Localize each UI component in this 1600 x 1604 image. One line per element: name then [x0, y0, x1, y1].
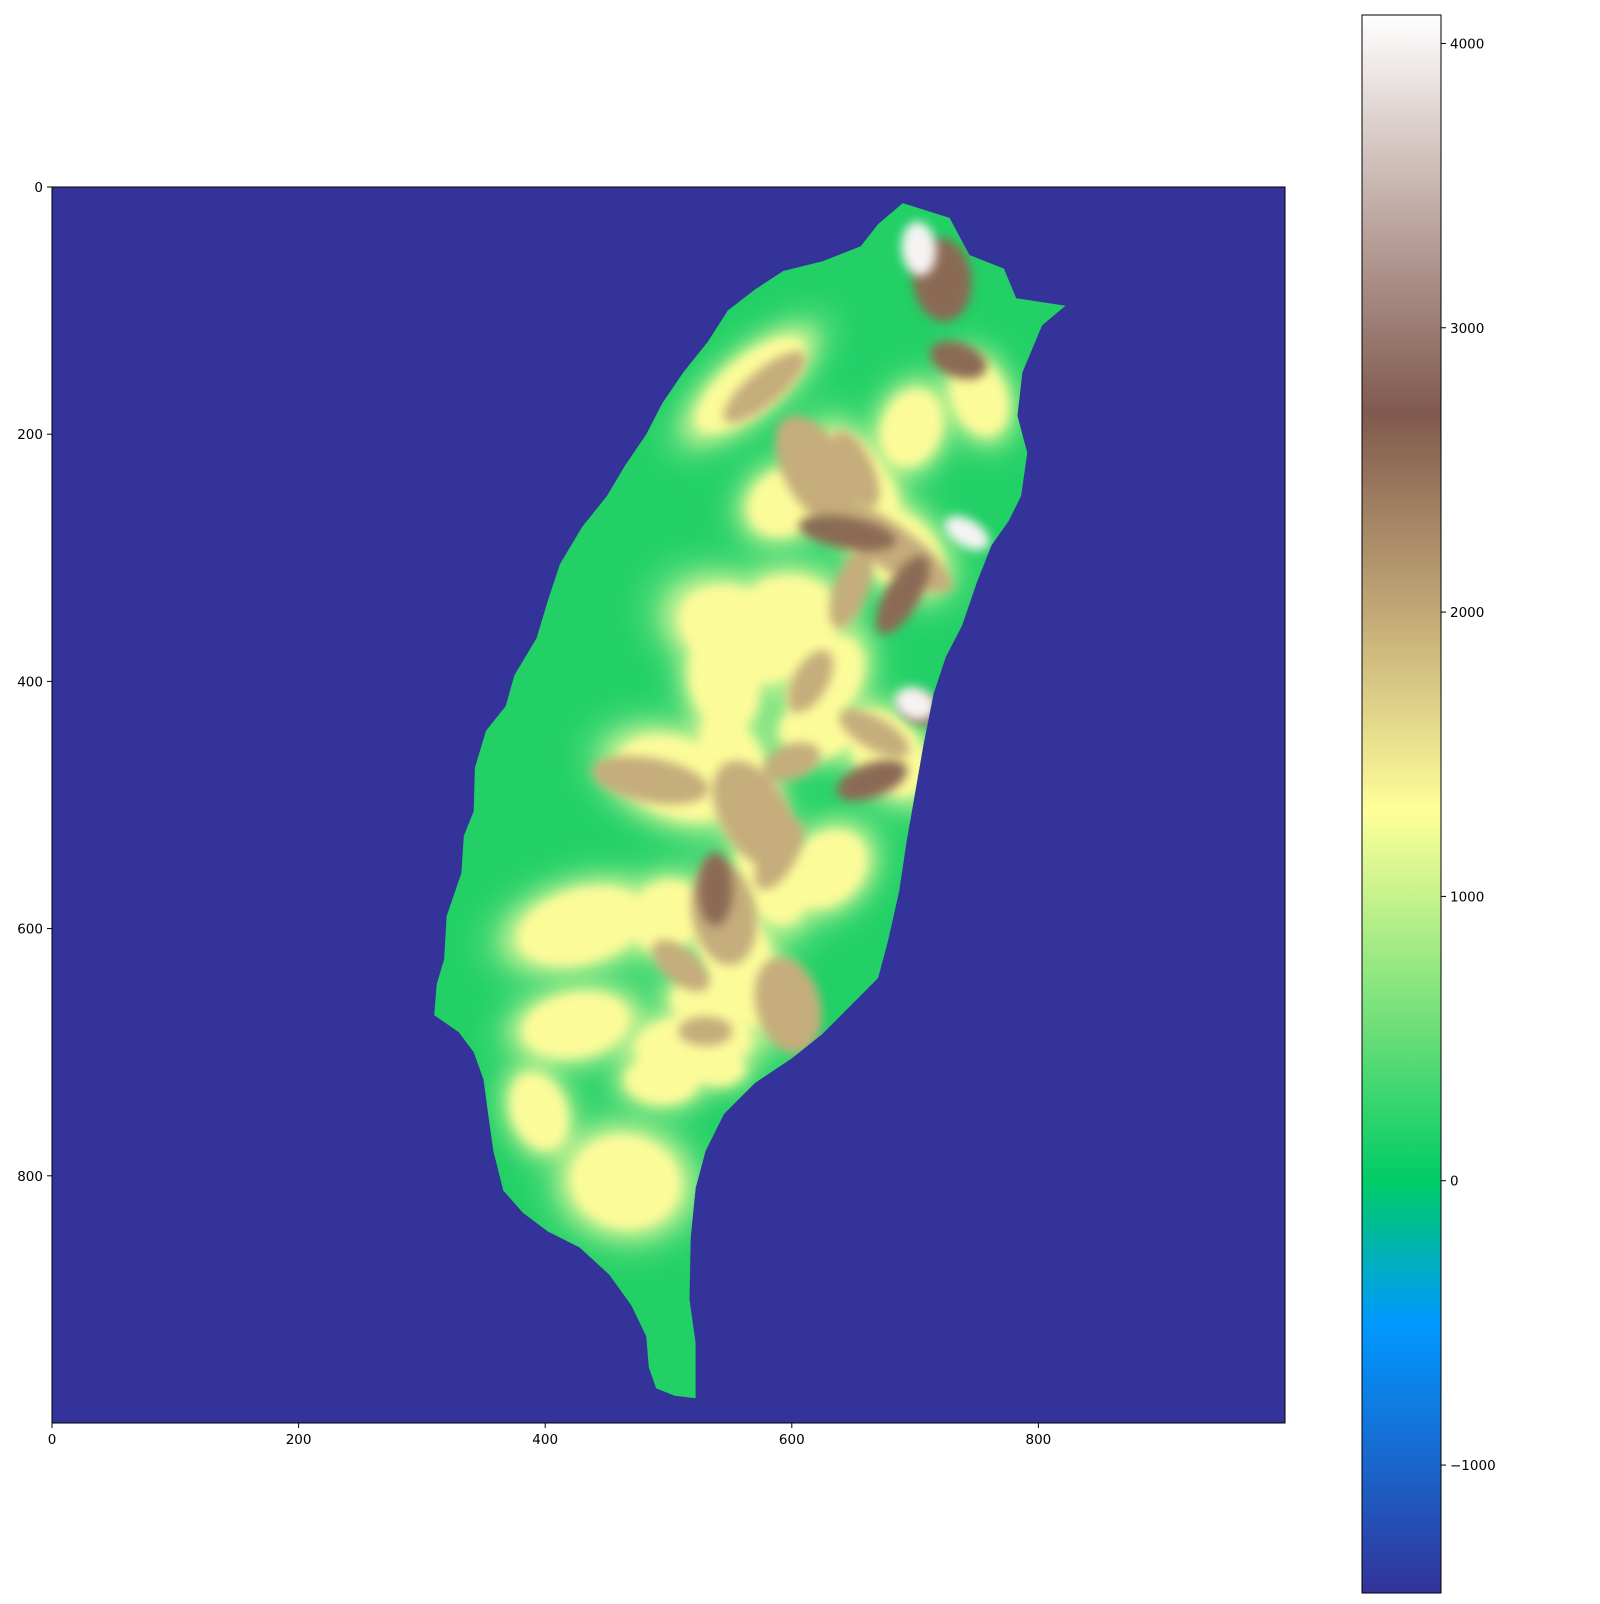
x-tick-label: 600	[779, 1432, 805, 1448]
colorbar-gradient	[1361, 14, 1442, 1594]
x-tick-label: 400	[532, 1432, 558, 1448]
x-tick-label: 200	[286, 1432, 312, 1448]
x-tick-label: 800	[1026, 1432, 1052, 1448]
axes-frame	[51, 186, 1286, 1424]
upland-zone	[510, 1073, 568, 1150]
ridge-zone	[876, 555, 930, 635]
mountain-zone	[832, 430, 880, 508]
x-tick-label: 0	[48, 1432, 57, 1448]
y-tick-label: 800	[17, 1169, 43, 1185]
mountain-zone	[787, 650, 834, 713]
colorbar-tick-label: 0	[1450, 1174, 1459, 1190]
y-tick-label: 400	[17, 674, 43, 690]
ridge-zone	[798, 515, 896, 552]
mountain-zone	[754, 956, 822, 1054]
mountain-zone	[652, 939, 710, 992]
colorbar-tick-label: 2000	[1450, 605, 1484, 621]
mountain-zone	[829, 548, 873, 629]
ridge-zone	[929, 340, 987, 380]
y-tick-label: 0	[34, 180, 43, 196]
mountain-zone	[839, 709, 910, 758]
terrain-relief	[478, 221, 1026, 1258]
mountain-zone	[775, 415, 858, 528]
colorbar-ticks: 4000 3000 2000 1000 0 −1000	[1441, 36, 1496, 1474]
upland-zone	[627, 880, 705, 953]
colorbar-tick-label: 4000	[1450, 36, 1484, 52]
upland-zone	[517, 886, 648, 966]
mountain-zone	[723, 351, 806, 424]
y-axis: 0 200 400 600 800	[17, 180, 52, 1185]
x-axis: 0 200 400 600 800	[48, 1423, 1052, 1448]
summit-zone-layer	[894, 221, 990, 721]
y-tick-label: 600	[17, 922, 43, 938]
summit-zone	[944, 516, 990, 551]
mountain-zone	[678, 1016, 733, 1046]
upland-zone	[880, 389, 943, 467]
elevation-image	[52, 187, 1285, 1423]
colorbar-tick-label: 3000	[1450, 321, 1484, 337]
colorbar: 4000 3000 2000 1000 0 −1000	[1361, 14, 1496, 1594]
summit-zone	[901, 221, 937, 276]
upland-zone	[690, 1051, 745, 1086]
mountain-zone	[712, 760, 797, 869]
upland-zone	[570, 1134, 681, 1230]
summit-zone	[894, 686, 936, 721]
map-axes: 0 200 400 600 800 0 200 400 600 800	[17, 180, 1286, 1448]
ridge-zone	[836, 759, 908, 801]
mountain-zone	[763, 742, 821, 781]
upland-zone	[522, 992, 630, 1058]
upland-zone	[625, 1054, 700, 1105]
island	[434, 203, 1066, 1399]
colorbar-tick-label: 1000	[1450, 889, 1484, 905]
colorbar-tick-label: −1000	[1450, 1458, 1496, 1474]
ridge-zone	[698, 852, 733, 926]
upland-zone	[688, 625, 760, 733]
y-tick-label: 200	[17, 427, 43, 443]
mountain-zone	[591, 756, 709, 805]
